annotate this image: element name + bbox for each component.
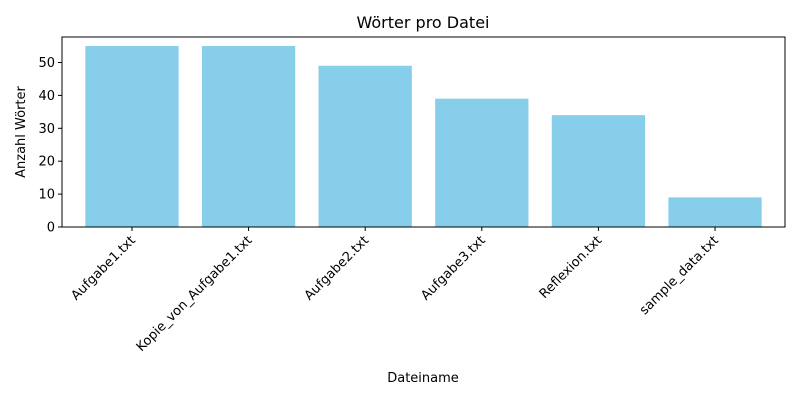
x-tick-label: sample_data.txt (637, 233, 722, 318)
x-tick-label: Aufgabe3.txt (418, 233, 488, 303)
y-tick-label: 20 (38, 155, 55, 170)
y-axis-label: Anzahl Wörter (14, 85, 29, 177)
y-tick-label: 0 (47, 221, 55, 236)
x-tick-label: Reflexion.txt (537, 233, 606, 302)
bars-group (85, 46, 762, 228)
x-tick-label: Kopie_von_Aufgabe1.txt (134, 233, 256, 355)
x-tick-label: Aufgabe1.txt (68, 233, 138, 303)
y-tick-label: 50 (38, 56, 55, 71)
chart-title: Wörter pro Datei (357, 13, 490, 32)
bar-sample_data.txt (668, 197, 762, 227)
x-axis-label: Dateiname (387, 371, 459, 386)
bar-Aufgabe1.txt (85, 46, 179, 227)
bar-Aufgabe3.txt (435, 98, 529, 227)
y-axis-ticks: 0 10 20 30 40 50 (38, 56, 62, 236)
bar-Kopie_von_Aufgabe1.txt (201, 46, 296, 227)
bar-Reflexion.txt (551, 115, 646, 227)
y-tick-label: 30 (38, 122, 55, 137)
bar-Aufgabe2.txt (318, 65, 412, 228)
y-tick-label: 10 (38, 188, 55, 203)
y-tick-label: 40 (38, 89, 55, 104)
plot-frame (61, 36, 786, 228)
x-tick-label: Aufgabe2.txt (302, 233, 372, 303)
